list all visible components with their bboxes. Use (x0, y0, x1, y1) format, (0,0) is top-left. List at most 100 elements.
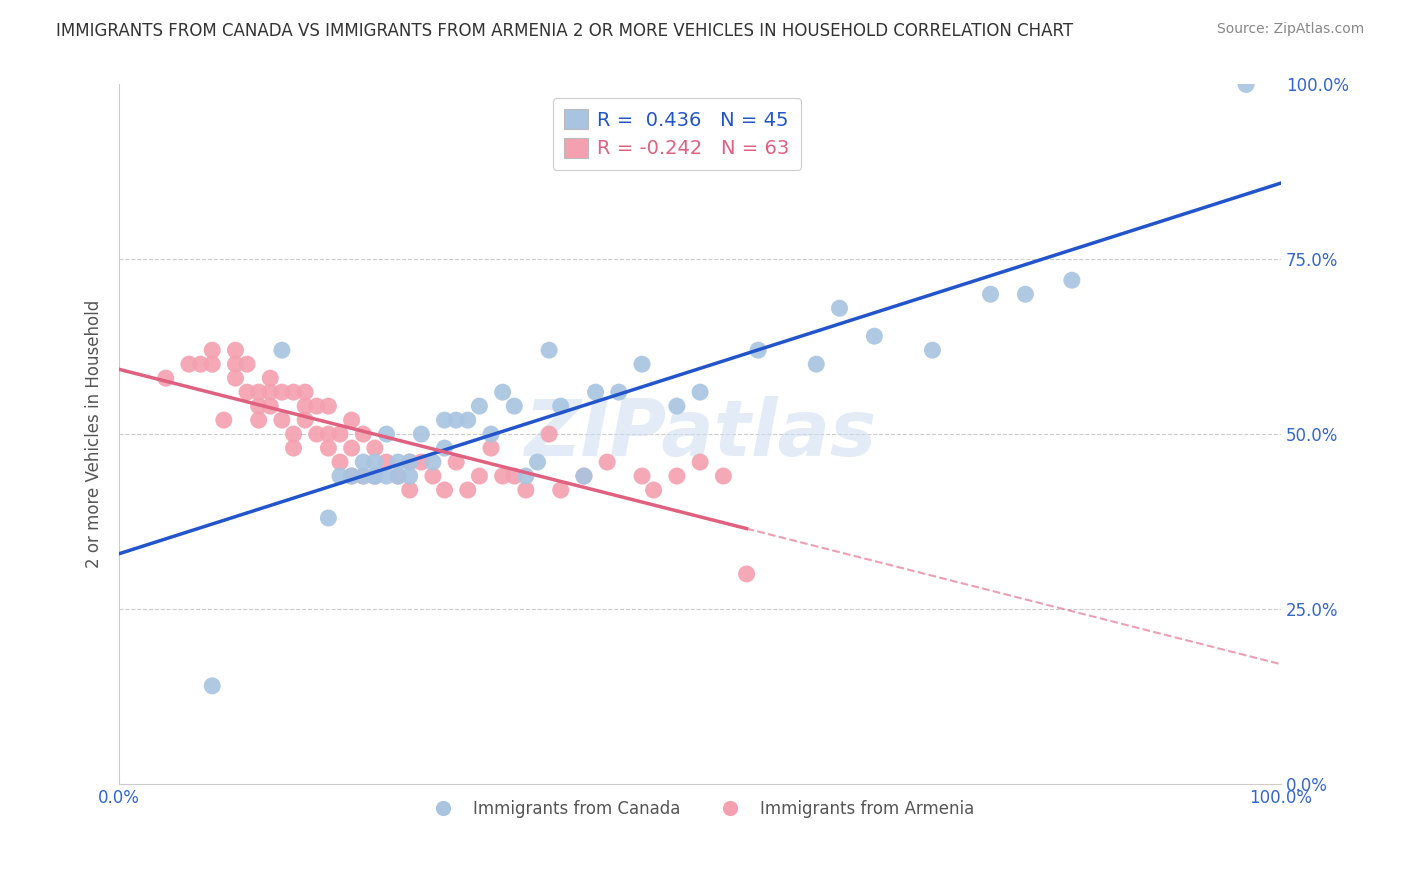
Point (247, 413, 270, 427)
Point (550, 483, 572, 497)
Point (375, 455, 398, 469)
Point (352, 469, 374, 483)
Point (689, 455, 711, 469)
Point (631, 469, 654, 483)
Point (468, 469, 491, 483)
Point (340, 413, 363, 427)
Point (224, 371, 246, 385)
Point (515, 469, 537, 483)
Point (711, 469, 734, 483)
Point (479, 427, 502, 442)
Point (468, 399, 491, 413)
Point (457, 483, 479, 497)
Text: ZIPatlas: ZIPatlas (524, 396, 876, 472)
Point (422, 469, 444, 483)
Point (318, 427, 340, 442)
Point (433, 483, 456, 497)
Point (387, 469, 409, 483)
Text: IMMIGRANTS FROM CANADA VS IMMIGRANTS FROM ARMENIA 2 OR MORE VEHICLES IN HOUSEHOL: IMMIGRANTS FROM CANADA VS IMMIGRANTS FRO… (56, 22, 1073, 40)
Point (444, 413, 467, 427)
Point (572, 469, 595, 483)
Point (665, 469, 688, 483)
Point (352, 427, 374, 442)
Point (294, 413, 316, 427)
Point (538, 343, 561, 358)
Point (665, 399, 688, 413)
Point (364, 469, 387, 483)
Point (271, 385, 294, 400)
Point (503, 469, 526, 483)
Point (596, 455, 619, 469)
Point (433, 413, 456, 427)
Point (294, 399, 316, 413)
Y-axis label: 2 or more Vehicles in Household: 2 or more Vehicles in Household (86, 300, 103, 568)
Point (201, 679, 224, 693)
Point (411, 455, 433, 469)
Point (340, 469, 363, 483)
Point (329, 469, 352, 483)
Point (318, 511, 340, 525)
Point (479, 441, 502, 455)
Point (398, 455, 420, 469)
Point (305, 399, 328, 413)
Legend: Immigrants from Canada, Immigrants from Armenia: Immigrants from Canada, Immigrants from … (419, 793, 981, 824)
Point (155, 371, 177, 385)
Point (271, 413, 294, 427)
Point (364, 469, 387, 483)
Point (643, 483, 665, 497)
Point (318, 441, 340, 455)
Point (491, 385, 513, 400)
Point (364, 441, 387, 455)
Point (1014, 287, 1036, 301)
Point (398, 483, 420, 497)
Point (247, 399, 270, 413)
Point (224, 357, 246, 371)
Point (259, 399, 281, 413)
Point (375, 469, 398, 483)
Point (259, 371, 281, 385)
Point (236, 385, 259, 400)
Point (747, 343, 769, 358)
Point (411, 427, 433, 442)
Point (538, 427, 561, 442)
Point (364, 469, 387, 483)
Point (283, 427, 305, 442)
Point (689, 385, 711, 400)
Point (212, 413, 235, 427)
Point (607, 385, 630, 400)
Point (863, 329, 886, 343)
Point (375, 427, 398, 442)
Point (515, 483, 537, 497)
Point (457, 413, 479, 427)
Point (1060, 273, 1083, 287)
Point (224, 343, 246, 358)
Point (980, 287, 1002, 301)
Point (387, 455, 409, 469)
Point (735, 566, 758, 581)
Point (921, 343, 943, 358)
Point (190, 357, 212, 371)
Point (433, 441, 456, 455)
Point (550, 399, 572, 413)
Point (352, 469, 374, 483)
Point (201, 357, 224, 371)
Point (305, 427, 328, 442)
Point (329, 455, 352, 469)
Point (236, 357, 259, 371)
Point (283, 385, 305, 400)
Point (177, 357, 200, 371)
Point (318, 399, 340, 413)
Point (585, 385, 607, 400)
Point (398, 469, 420, 483)
Point (329, 427, 352, 442)
Point (398, 455, 420, 469)
Point (1234, 78, 1257, 92)
Point (444, 455, 467, 469)
Point (340, 441, 363, 455)
Point (503, 399, 526, 413)
Point (387, 469, 409, 483)
Point (422, 455, 444, 469)
Point (271, 343, 294, 358)
Point (526, 455, 548, 469)
Point (259, 385, 281, 400)
